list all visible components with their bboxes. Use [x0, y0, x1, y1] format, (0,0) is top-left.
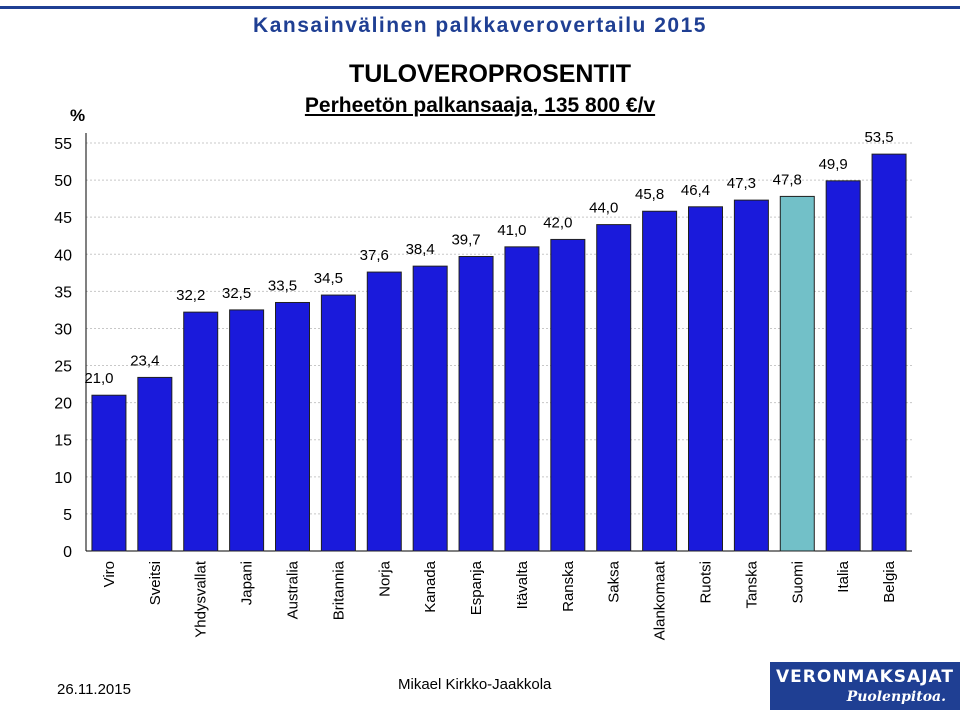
bar [825, 180, 861, 552]
x-tick-label: Espanja [468, 560, 485, 615]
chart-title: TULOVEROPROSENTIT [349, 60, 631, 88]
y-tick-label: 5 [63, 507, 72, 524]
data-label: 47,3 [727, 175, 756, 192]
y-tick-label: 20 [54, 396, 72, 413]
data-label: 23,4 [130, 352, 159, 369]
x-tick-label: Ranska [560, 560, 577, 612]
bar [229, 309, 265, 552]
data-label: 42,0 [543, 214, 572, 231]
data-label: 38,4 [406, 241, 435, 258]
y-tick-label: 0 [63, 544, 72, 561]
bar [366, 271, 402, 552]
data-label: 46,4 [681, 182, 710, 199]
x-tick-label: Tanska [743, 560, 760, 608]
x-tick-label: Britannia [330, 560, 347, 620]
bar [412, 265, 448, 552]
x-tick-label: Sveitsi [147, 561, 164, 605]
data-label: 21,0 [84, 370, 113, 387]
x-tick-label: Norja [376, 560, 393, 597]
x-tick-label: Alankomaat [652, 560, 669, 640]
x-tick-label: Ruotsi [698, 561, 715, 604]
data-label: 32,2 [176, 287, 205, 304]
data-label: 39,7 [451, 231, 480, 248]
footer-date: 26.11.2015 [57, 681, 131, 698]
bar [275, 301, 310, 552]
x-tick-label: Italia [835, 560, 852, 592]
y-tick-label: 45 [54, 210, 72, 227]
x-tick-label: Belgia [881, 560, 898, 602]
x-tick-label: Viro [101, 561, 118, 587]
data-label: 53,5 [864, 129, 893, 146]
data-label: 45,8 [635, 186, 664, 203]
y-axis-label: % [70, 106, 85, 125]
chart-subtitle: Perheetön palkansaaja, 135 800 €/v [304, 94, 656, 117]
header-title: Kansainvälinen palkkaverovertailu 2015 [253, 14, 707, 37]
data-label: 37,6 [360, 247, 389, 264]
x-tick-label: Suomi [789, 561, 806, 604]
bar [458, 255, 494, 552]
bar [137, 376, 173, 552]
data-label: 44,0 [589, 200, 618, 217]
data-label: 41,0 [497, 222, 526, 239]
veronmaksajat-logo: VERONMAKSAJAT Puolenpitoa. [770, 662, 960, 710]
x-tick-label: Itävalta [514, 560, 531, 609]
x-tick-label: Yhdysvallat [193, 560, 210, 638]
logo-main-text: VERONMAKSAJAT [776, 667, 954, 687]
bar [91, 394, 127, 552]
x-tick-label: Kanada [422, 560, 439, 612]
bar [642, 210, 678, 552]
bar [733, 199, 769, 552]
data-label: 32,5 [222, 285, 251, 302]
x-tick-label: Saksa [606, 560, 623, 602]
footer-author: Mikael Kirkko-Jaakkola [398, 676, 552, 693]
data-label: 49,9 [819, 156, 848, 173]
bar [779, 195, 815, 552]
y-tick-label: 30 [54, 321, 72, 338]
y-tick-label: 10 [54, 470, 72, 487]
bar [320, 294, 356, 552]
bar [871, 153, 907, 552]
data-label: 47,8 [773, 171, 802, 188]
bar [688, 206, 723, 552]
bar [183, 311, 219, 552]
header-rule [0, 6, 960, 9]
y-tick-label: 25 [54, 359, 72, 376]
x-tick-label: Japani [239, 561, 256, 605]
data-label: 34,5 [314, 270, 343, 287]
data-label: 33,5 [268, 277, 297, 294]
bar [596, 224, 632, 552]
y-tick-label: 50 [54, 173, 72, 190]
y-tick-label: 40 [54, 247, 72, 264]
y-tick-label: 35 [54, 284, 72, 301]
bar [550, 238, 586, 552]
logo-sub-text: Puolenpitoa. [846, 689, 946, 705]
y-tick-label: 55 [54, 136, 72, 153]
bar [504, 246, 540, 552]
x-tick-label: Australia [285, 560, 302, 619]
y-tick-label: 15 [54, 433, 72, 450]
